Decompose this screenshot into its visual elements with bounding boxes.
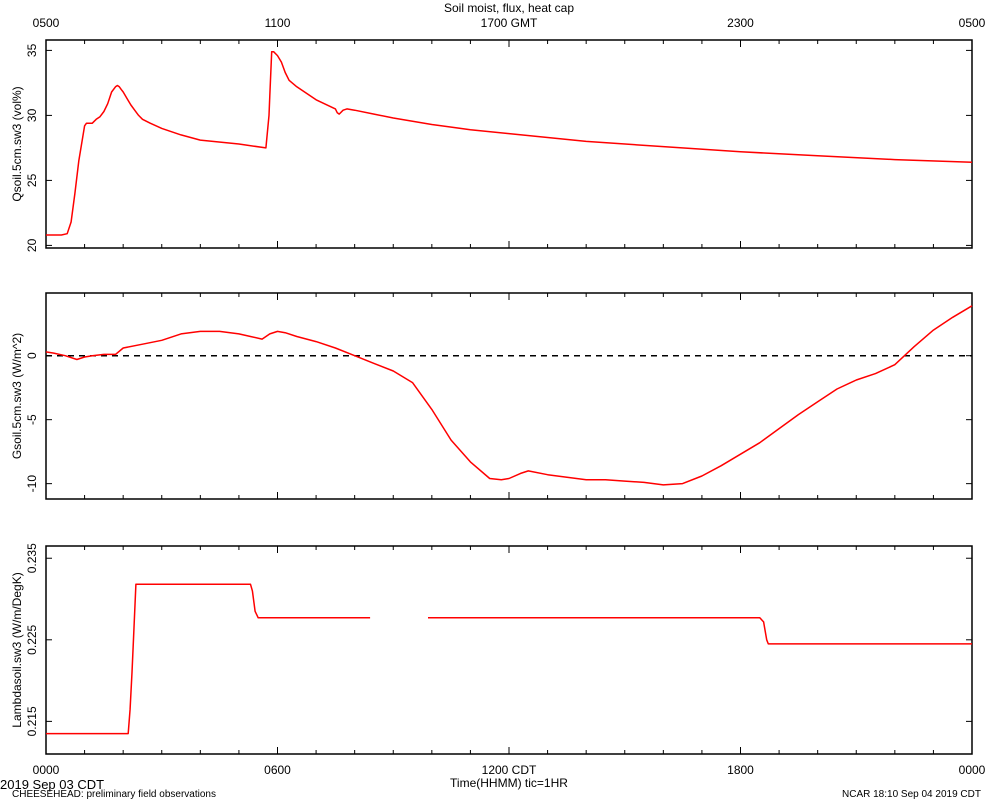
bottom-axis-tick-label: 0000 bbox=[959, 763, 986, 777]
top-axis-tick-label: 0500 bbox=[33, 16, 60, 30]
series-line-1-1 bbox=[46, 50, 973, 236]
y-tick-label: 0.225 bbox=[25, 624, 39, 654]
series-line-3-2 bbox=[428, 617, 972, 645]
y-axis-label: Qsoil.5cm.sw3 (vol%) bbox=[10, 86, 24, 201]
y-tick-label: 30 bbox=[25, 108, 39, 122]
series-line-3-1 bbox=[46, 583, 371, 735]
bottom-axis-tick-label: 0000 bbox=[33, 763, 60, 777]
bottom-axis-tick-label: 1800 bbox=[727, 763, 754, 777]
y-tick-label: 20 bbox=[25, 238, 39, 252]
top-axis-tick-label: 2300 bbox=[727, 16, 754, 30]
y-tick-label: 35 bbox=[25, 43, 39, 57]
top-axis-tick-label: 0500 bbox=[959, 16, 986, 30]
chart-title: Soil moist, flux, heat cap bbox=[444, 1, 574, 15]
series-line-2-1 bbox=[45, 305, 973, 486]
chart-panel-1: 20 25 30 35 Qsoil.5cm.sw3 (vol%) 0500 1100 1700… bbox=[10, 1, 986, 252]
plot-frame bbox=[45, 39, 973, 249]
y-tick-label: -10 bbox=[25, 475, 39, 493]
y-axis-label: Gsoil.5cm.sw3 (W/m^2) bbox=[10, 333, 24, 459]
bottom-axis-tick-label: 1200 CDT bbox=[482, 763, 537, 777]
timestamp-label: NCAR 18:10 Sep 04 2019 CDT bbox=[842, 789, 981, 800]
bottom-axis-tick-label: 0600 bbox=[264, 763, 291, 777]
y-tick-label: -5 bbox=[25, 414, 39, 425]
plot-frame bbox=[45, 292, 973, 500]
project-label: CHEESEHEAD: preliminary field observatio… bbox=[12, 789, 216, 800]
date-label: 2019 Sep 03 CDT bbox=[0, 777, 105, 792]
y-tick-label: 0.235 bbox=[25, 543, 39, 573]
y-tick-label: 25 bbox=[25, 173, 39, 187]
top-axis-tick-label: 1700 GMT bbox=[481, 16, 538, 30]
plot-frame bbox=[45, 545, 973, 755]
y-axis-label: Lambdasoil.sw3 (W/m/DegK) bbox=[10, 572, 24, 727]
top-axis-tick-label: 1100 bbox=[265, 16, 291, 30]
x-axis-label: Time(HHMM) tic=1HR bbox=[450, 776, 568, 790]
y-tick-label: 0.215 bbox=[25, 706, 39, 736]
y-tick-label: 0 bbox=[25, 352, 39, 359]
